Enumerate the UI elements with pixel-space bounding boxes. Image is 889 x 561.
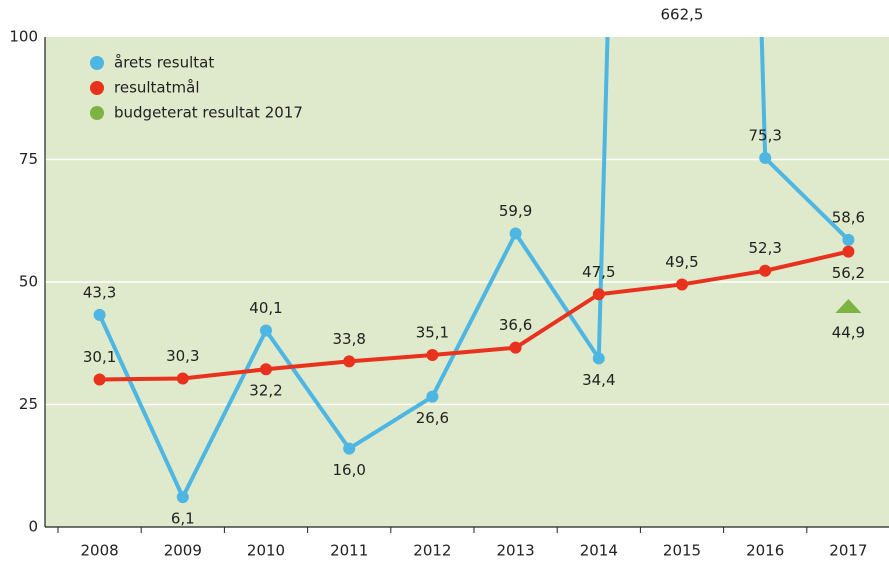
y-tick-label: 25 — [19, 395, 38, 413]
data-label: 33,8 — [332, 330, 365, 348]
y-tick-label: 0 — [28, 518, 38, 536]
point — [426, 390, 439, 403]
point — [176, 372, 189, 385]
x-tick-label: 2011 — [330, 542, 368, 560]
point — [835, 298, 862, 313]
data-label: 59,9 — [499, 202, 532, 220]
point — [93, 308, 106, 321]
point — [509, 341, 522, 354]
data-label: 52,3 — [748, 239, 781, 257]
legend-label: resultatmål — [114, 79, 199, 97]
x-tick-label: 2012 — [413, 542, 451, 560]
x-tick-label: 2017 — [829, 542, 867, 560]
point — [592, 352, 605, 365]
legend-label: årets resultat — [114, 54, 214, 72]
data-label: 47,5 — [582, 263, 615, 281]
data-label: 32,2 — [249, 382, 282, 400]
data-label: 6,1 — [171, 510, 195, 528]
x-tick-label: 2008 — [81, 542, 119, 560]
legend-label: budgeterat resultat 2017 — [114, 104, 303, 122]
data-label: 36,6 — [499, 316, 532, 334]
data-label: 40,1 — [249, 299, 282, 317]
point — [676, 278, 688, 291]
point — [343, 442, 356, 455]
point — [509, 227, 522, 240]
x-tick-label: 2009 — [164, 542, 202, 560]
point — [759, 152, 772, 165]
point — [842, 245, 855, 258]
data-label: 58,6 — [832, 208, 865, 226]
y-tick-label: 50 — [19, 273, 38, 291]
point — [842, 233, 855, 246]
point — [759, 264, 772, 277]
data-label: 662,5 — [661, 6, 704, 24]
data-label: 44,9 — [832, 323, 865, 341]
data-label: 35,1 — [416, 324, 449, 342]
x-tick-label: 2010 — [247, 542, 285, 560]
grid — [45, 158, 889, 406]
data-label: 75,3 — [748, 127, 781, 145]
point — [176, 491, 189, 504]
point — [592, 288, 605, 301]
data-label: 30,1 — [83, 348, 116, 366]
lines — [93, 37, 862, 504]
point — [93, 373, 106, 386]
data-label: 43,3 — [83, 283, 116, 301]
data-label: 30,3 — [166, 347, 199, 365]
point — [260, 363, 272, 376]
x-tick-label: 2016 — [746, 542, 784, 560]
point — [343, 355, 356, 368]
x-tick-label: 2013 — [497, 542, 535, 560]
y-tick-label: 75 — [19, 150, 38, 168]
series-line — [97, 37, 850, 502]
series-line — [99, 249, 849, 382]
data-label: 16,0 — [332, 461, 365, 479]
data-label: 34,4 — [582, 371, 615, 389]
x-tick-label: 2014 — [580, 542, 618, 560]
legend-marker — [90, 106, 104, 120]
data-label: 49,5 — [665, 253, 698, 271]
data-label: 26,6 — [416, 409, 449, 427]
point — [426, 349, 439, 362]
y-tick-label: 100 — [9, 28, 38, 46]
point — [260, 324, 272, 337]
legend-marker — [90, 81, 104, 95]
data-label: 56,2 — [832, 264, 865, 282]
legend-marker — [90, 56, 104, 70]
overlay: 0 25 50 75 100 2008 2009 2010 2011 2012 2013 2014 20… — [9, 6, 889, 560]
x-tick-label: 2015 — [663, 542, 701, 560]
